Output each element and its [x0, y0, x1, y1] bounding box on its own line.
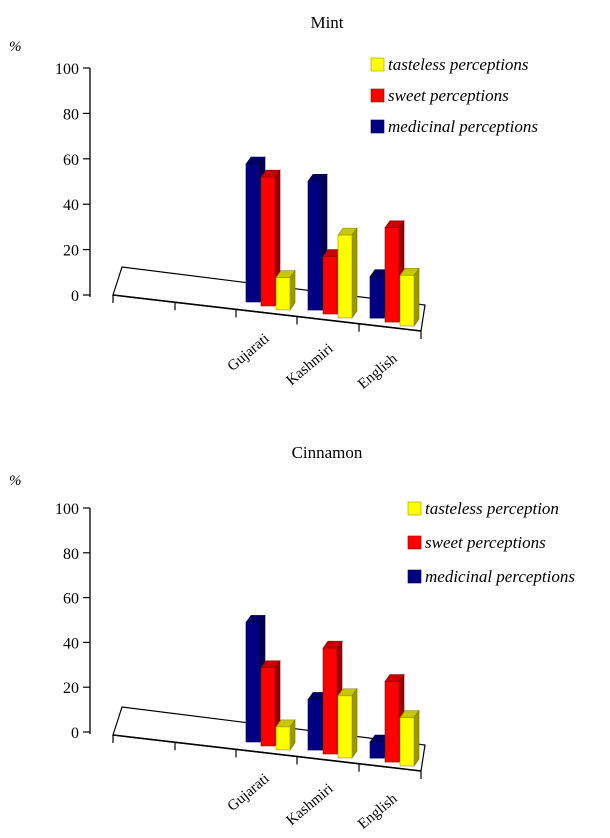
legend-item: medicinal perceptions [407, 567, 575, 586]
legend-item: medicinal perceptions [370, 117, 538, 136]
category-label: Gujarati [225, 331, 273, 375]
bar-side [351, 687, 358, 759]
bar-front [384, 681, 400, 763]
legend-swatch [407, 569, 422, 584]
y-tick-label: 80 [63, 546, 79, 563]
legend-item: tasteless perception [407, 499, 559, 518]
y-tick-label: 20 [63, 680, 79, 697]
y-tick-label: 40 [63, 197, 79, 214]
category-labels: Gujarati Kashmiri English [225, 331, 401, 393]
category-label: Gujarati [225, 771, 273, 815]
bar-front [275, 726, 291, 751]
y-tick-label: 20 [63, 243, 79, 260]
bar-front [337, 695, 353, 759]
legend-swatch [370, 57, 385, 72]
bar-front [245, 622, 261, 743]
legend-item: tasteless perceptions [370, 55, 529, 74]
y-tick-label: 100 [55, 61, 79, 78]
bar-sweet-perceptions-gujarati [260, 169, 281, 307]
bar-front [245, 163, 261, 303]
category-labels: Gujarati Kashmiri English [225, 771, 401, 833]
legend-label: medicinal perceptions [388, 117, 538, 136]
bar-front [260, 667, 276, 747]
category-label: Kashmiri [284, 341, 337, 389]
chart-bars [245, 614, 420, 767]
legend-label: medicinal perceptions [425, 567, 575, 586]
category-label: Kashmiri [284, 781, 337, 829]
bar-side [413, 267, 420, 327]
category-label: English [355, 790, 401, 832]
bar-front [369, 276, 385, 319]
x-axis-line [112, 294, 422, 332]
legend-item: sweet perceptions [370, 86, 509, 105]
legend-label: sweet perceptions [388, 86, 509, 105]
bar-tasteless-perception-english [399, 709, 420, 767]
legend-swatch [370, 88, 385, 103]
legend-label: tasteless perception [425, 499, 559, 518]
y-unit-label: % [9, 473, 22, 489]
bar-front [307, 699, 323, 751]
legend-swatch [407, 501, 422, 516]
y-tick-label: 80 [63, 106, 79, 123]
chart-cinnamon: Cinnamon % 0 20 40 60 80 100 Gujarati Kashmiri… [9, 443, 575, 833]
bar-front [399, 275, 415, 327]
bar-tasteless-perceptions-gujarati [275, 269, 296, 311]
bar-front [369, 741, 385, 759]
y-tick-label: 60 [63, 152, 79, 169]
chart-axes: 0 20 40 60 80 100 [55, 61, 426, 339]
bar-front [322, 647, 338, 755]
y-tick-label: 100 [55, 501, 79, 518]
bar-side [351, 227, 358, 319]
x-axis-line [112, 734, 422, 772]
bar-front [260, 176, 276, 307]
bar-front [275, 277, 291, 311]
chart-mint: Mint % 0 20 40 60 80 100 Gujarati Kashmiri Engl… [9, 13, 538, 393]
chart-axes: 0 20 40 60 80 100 [55, 501, 426, 779]
chart-title: Cinnamon [292, 443, 363, 462]
chart-legend: tasteless perception sweet perceptions med… [407, 499, 575, 586]
y-tick-label: 0 [71, 725, 79, 742]
category-label: English [355, 350, 401, 392]
legend-item: sweet perceptions [407, 533, 546, 552]
y-tick-label: 0 [71, 288, 79, 305]
bar-front [337, 234, 353, 319]
chart-title: Mint [310, 13, 343, 32]
bar-front [322, 256, 338, 315]
chart-bars [245, 156, 420, 327]
bar-front [399, 717, 415, 767]
y-tick-label: 60 [63, 591, 79, 608]
bar-tasteless-perceptions-kashmiri [337, 227, 358, 319]
bar-tasteless-perception-kashmiri [337, 687, 358, 759]
bar-tasteless-perceptions-english [399, 267, 420, 327]
bar-front [384, 227, 400, 323]
bar-side [289, 269, 296, 311]
legend-swatch [370, 119, 385, 134]
legend-label: sweet perceptions [425, 533, 546, 552]
bar-front [307, 180, 323, 311]
legend-label: tasteless perceptions [388, 55, 529, 74]
bar-side [413, 709, 420, 767]
legend-swatch [407, 535, 422, 550]
chart-legend: tasteless perceptions sweet perceptions me… [370, 55, 538, 136]
y-unit-label: % [9, 39, 22, 55]
y-tick-label: 40 [63, 635, 79, 652]
bar-tasteless-perception-gujarati [275, 718, 296, 751]
